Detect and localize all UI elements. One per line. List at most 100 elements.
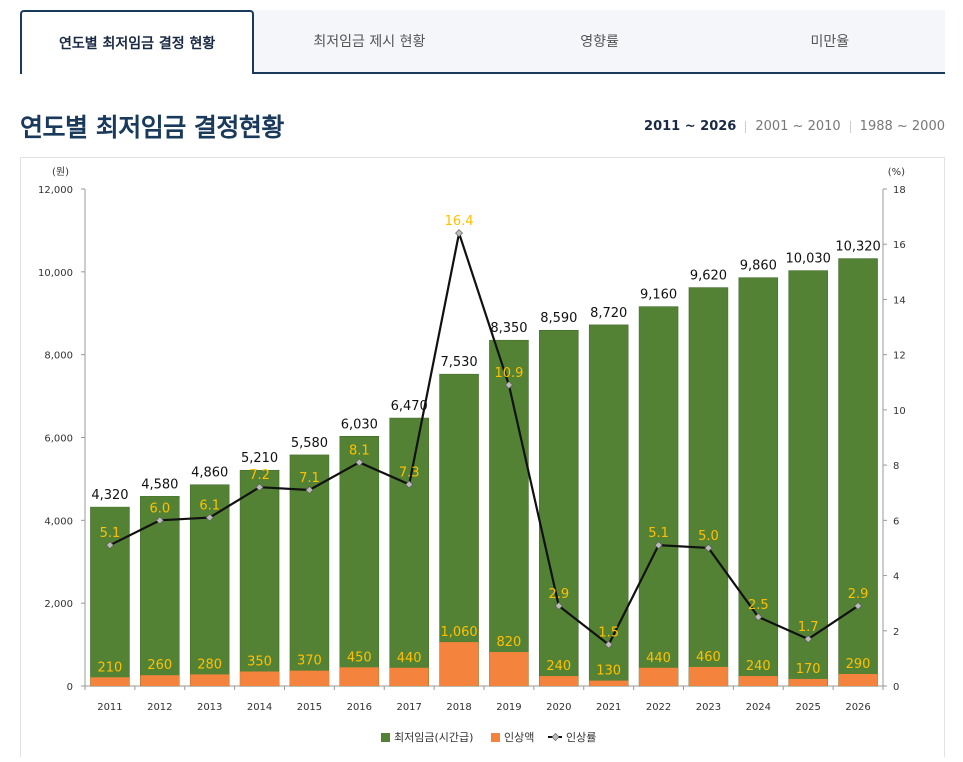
increase-label: 280 [197, 657, 222, 672]
rate-label: 1.7 [798, 620, 819, 635]
rate-label: 10.9 [494, 366, 523, 381]
wage-label: 10,030 [785, 252, 831, 267]
wage-label: 9,160 [640, 288, 677, 303]
wage-bar [638, 306, 679, 687]
x-tick-label: 2012 [147, 702, 172, 713]
wage-label: 8,590 [540, 311, 577, 326]
right-tick-label: 4 [893, 572, 899, 583]
divider [745, 120, 747, 133]
increase-bar [140, 675, 180, 686]
left-tick-label: 8,000 [44, 351, 73, 362]
rate-point [255, 483, 264, 492]
rate-label: 2.9 [848, 587, 869, 602]
wage-label: 9,620 [690, 269, 727, 284]
left-tick-label: 6,000 [44, 434, 73, 445]
right-tick-label: 10 [893, 406, 906, 417]
x-tick-label: 2013 [197, 702, 222, 713]
x-tick-label: 2014 [247, 702, 272, 713]
range-2011-2026[interactable]: 2011 ~ 2026 [644, 119, 737, 134]
x-tick-label: 2011 [97, 702, 122, 713]
right-tick-label: 14 [893, 295, 906, 306]
wage-bar [90, 506, 130, 687]
rate-label: 2.5 [748, 598, 769, 613]
increase-bar [240, 671, 280, 686]
rate-label: 5.1 [100, 526, 121, 541]
rate-label: 2.9 [548, 587, 569, 602]
wage-bar [389, 417, 429, 687]
wage-label: 4,580 [141, 477, 178, 492]
tab-proposal-status[interactable]: 최저임금 제시 현황 [313, 34, 426, 50]
wage-bar [788, 270, 828, 687]
legend-swatch-increase [491, 733, 500, 742]
increase-bar [339, 667, 379, 686]
legend-marker-rate [551, 733, 560, 741]
increase-bar [688, 666, 728, 686]
rate-label: 6.0 [149, 501, 170, 516]
x-tick-label: 2019 [496, 702, 521, 713]
right-tick-label: 8 [893, 461, 899, 472]
increase-bar [489, 652, 529, 686]
tab-bar: 연도별 최저임금 결정 현황 최저임금 제시 현황 영향률 미만율 [20, 10, 945, 74]
wage-bar [688, 287, 729, 687]
tab-annual-decision[interactable]: 연도별 최저임금 결정 현황 [20, 10, 255, 74]
rate-label: 5.0 [698, 529, 719, 544]
x-tick-label: 2021 [596, 702, 621, 713]
increase-label: 170 [796, 662, 821, 677]
wage-label: 4,320 [91, 488, 128, 503]
left-axis-unit: (원) [52, 166, 69, 178]
wage-label: 9,860 [740, 259, 777, 274]
divider [849, 120, 851, 133]
wage-bar [439, 373, 479, 687]
wage-chart: 0 2,000 4,000 6,000 8,000 10,000 12,000 0 2 4 6 8 10… [38, 166, 906, 744]
right-tick-label: 18 [893, 185, 906, 196]
chart-container: 0 2,000 4,000 6,000 8,000 10,000 12,000 0 2 4 6 8 10… [20, 157, 945, 757]
rate-point [355, 458, 364, 467]
increase-bar [190, 674, 230, 686]
x-tick-label: 2023 [696, 702, 721, 713]
rate-point [155, 516, 164, 525]
left-tick-label: 12,000 [38, 185, 73, 196]
page-title: 연도별 최저임금 결정현황 [20, 113, 284, 142]
x-tick-label: 2026 [845, 702, 870, 713]
range-2001-2010[interactable]: 2001 ~ 2010 [755, 119, 841, 134]
x-tick-label: 2016 [347, 702, 372, 713]
legend-swatch-wage [381, 733, 390, 742]
wage-bar [339, 436, 380, 687]
increase-label: 290 [846, 657, 871, 672]
rate-point [754, 613, 763, 621]
tab-below-rate[interactable]: 미만율 [810, 34, 850, 50]
left-tick-label: 2,000 [44, 599, 73, 610]
x-tick-label: 2020 [546, 702, 571, 713]
increase-label: 450 [347, 650, 372, 665]
left-tick-label: 4,000 [44, 516, 73, 527]
rate-point [704, 543, 713, 552]
increase-label: 350 [247, 655, 272, 670]
increase-bar [539, 676, 579, 686]
range-1988-2000[interactable]: 1988 ~ 2000 [859, 119, 945, 134]
tab-impact-rate[interactable]: 영향률 [580, 34, 619, 50]
rate-label: 8.1 [349, 443, 370, 458]
wage-bar [489, 339, 529, 687]
wage-label: 4,860 [191, 466, 228, 481]
right-tick-label: 2 [893, 627, 899, 638]
increase-label: 130 [596, 664, 621, 679]
year-range-selector: 2011 ~ 2026 2001 ~ 2010 1988 ~ 2000 [644, 119, 945, 134]
wage-label: 8,720 [590, 306, 627, 321]
rate-label: 1.5 [598, 626, 619, 641]
wage-bar [738, 277, 779, 687]
increase-label: 370 [297, 654, 322, 669]
increase-label: 240 [746, 659, 771, 674]
wage-label: 8,350 [490, 321, 527, 336]
right-tick-label: 6 [893, 516, 899, 527]
rate-point [105, 541, 114, 550]
legend-label-rate: 인상률 [566, 731, 596, 744]
rate-label: 16.4 [445, 214, 474, 229]
x-tick-label: 2018 [446, 702, 471, 713]
increase-label: 260 [147, 658, 172, 673]
legend-label-wage: 최저임금(시간급) [394, 731, 473, 744]
increase-label: 440 [646, 651, 671, 666]
right-tick-label: 16 [893, 240, 906, 251]
rate-point [504, 381, 513, 389]
rate-label: 7.3 [399, 465, 420, 480]
x-tick-label: 2017 [396, 702, 421, 713]
